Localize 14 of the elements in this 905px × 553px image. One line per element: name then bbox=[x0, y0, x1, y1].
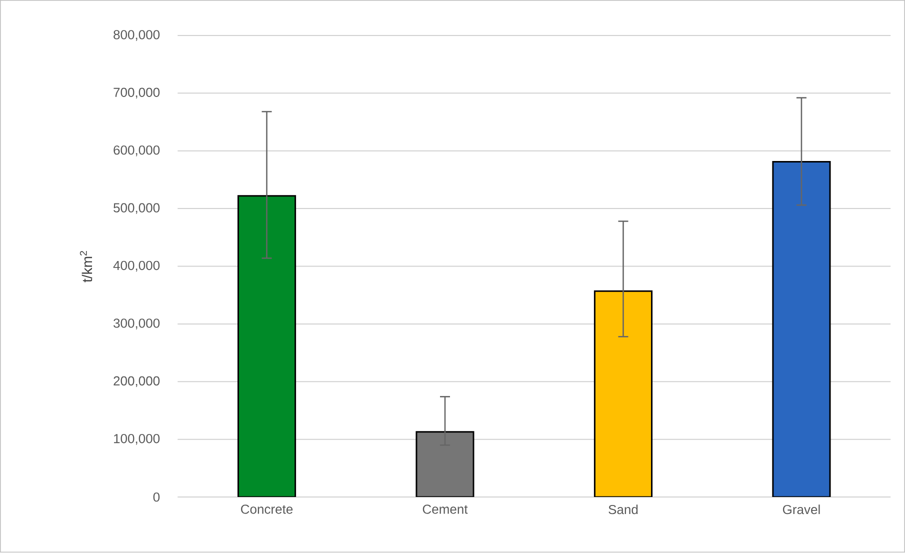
x-tick-label: Cement bbox=[422, 504, 468, 514]
y-tick-label: 700,000 bbox=[114, 88, 160, 99]
y-tick-label: 100,000 bbox=[114, 434, 160, 445]
x-tick-label: Concrete bbox=[241, 504, 293, 514]
y-tick-label: 200,000 bbox=[114, 376, 160, 388]
y-tick-label: 0 bbox=[153, 492, 160, 502]
y-tick-label: 500,000 bbox=[114, 203, 160, 214]
x-tick-label: Gravel bbox=[782, 504, 820, 514]
x-tick-label: Sand bbox=[608, 504, 638, 514]
y-tick-label: 800,000 bbox=[114, 30, 160, 42]
y-tick-label: 300,000 bbox=[114, 318, 160, 330]
y-tick-label: 600,000 bbox=[114, 146, 160, 156]
y-axis-title: t/km$^{2}$ bbox=[80, 251, 92, 282]
y-tick-label: 400,000 bbox=[113, 261, 160, 272]
